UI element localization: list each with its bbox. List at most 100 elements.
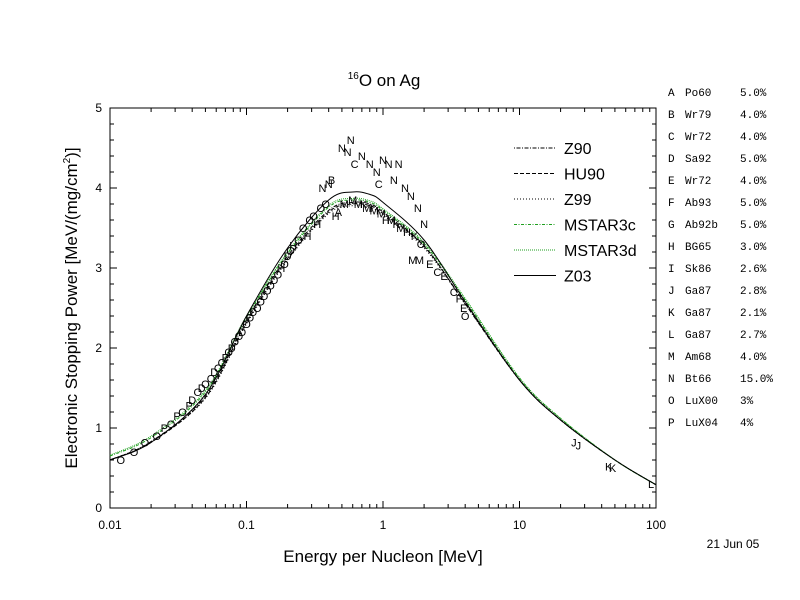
data-point-e: E: [426, 259, 433, 271]
source-letter: M: [668, 352, 675, 364]
source-name: Bt66: [685, 374, 711, 386]
series-curves: [109, 191, 657, 486]
x-tick-label: 10: [513, 518, 527, 532]
y-axis-label-superscript: 2: [62, 157, 73, 163]
data-point-d: D: [198, 383, 206, 395]
chart-title: 16O on Ag: [348, 71, 421, 90]
data-point-o: O: [242, 319, 251, 331]
data-point-n: N: [325, 179, 333, 191]
x-axis-ticks: 0.01 0.1 1 10 100: [98, 108, 666, 532]
legend-label-mstar3d: MSTAR3d: [564, 243, 637, 260]
data-point-o: O: [461, 311, 470, 323]
data-point-o: O: [214, 363, 223, 375]
source-letter: C: [668, 132, 675, 144]
data-point-h: H: [277, 263, 285, 275]
data-point-n: N: [414, 203, 422, 215]
source-letter: P: [668, 418, 675, 430]
source-error: 4.0%: [740, 352, 767, 364]
source-name: Ab93: [685, 198, 711, 210]
data-point-p: P: [185, 401, 192, 413]
source-error: 2.7%: [740, 330, 767, 342]
data-point-d: D: [238, 327, 246, 339]
data-point-o: O: [235, 331, 244, 343]
legend-label-z90: Z90: [564, 141, 592, 158]
data-point-o: O: [152, 431, 161, 443]
source-name: BG65: [685, 242, 711, 254]
data-point-n: N: [395, 159, 403, 171]
y-tick-label: 4: [95, 181, 102, 195]
source-error: 3.0%: [740, 242, 767, 254]
data-point-o: O: [305, 215, 314, 227]
source-letter: N: [668, 374, 675, 386]
y-axis-label-end: )]: [62, 147, 81, 157]
data-point-e: E: [440, 271, 447, 283]
data-point-d: D: [284, 251, 292, 263]
data-point-m: M: [340, 199, 349, 211]
data-point-b: B: [328, 175, 335, 187]
data-point-n: N: [347, 135, 355, 147]
data-point-c: C: [450, 287, 458, 299]
source-name: Sk86: [685, 264, 711, 276]
source-name: Wr79: [685, 110, 711, 122]
chart-title-text: O on Ag: [359, 71, 420, 90]
source-error: 5.0%: [740, 220, 767, 232]
y-tick-label: 0: [95, 501, 102, 515]
data-point-d: D: [188, 395, 196, 407]
legend-label-z99: Z99: [564, 192, 592, 209]
data-point-n: N: [373, 167, 381, 179]
y-axis-ticks: 0 1 2 3 4 5: [95, 101, 656, 515]
source-letter: L: [668, 330, 675, 342]
data-point-o: O: [316, 203, 325, 215]
data-point-o: O: [141, 437, 150, 449]
data-point-j: J: [571, 437, 577, 449]
data-source-table: A Po60 5.0% B Wr79 4.0% C Wr72 4.0% D Sa92 5.0% E Wr7…: [668, 88, 773, 430]
data-point-o: O: [130, 447, 139, 459]
source-name: Wr72: [685, 132, 711, 144]
data-point-h: H: [382, 215, 390, 227]
data-point-o: O: [280, 259, 289, 271]
source-error: 5.0%: [740, 88, 767, 100]
data-point-m: M: [354, 199, 363, 211]
data-point-o: O: [417, 239, 426, 251]
source-letter: K: [668, 308, 675, 320]
data-point-a: A: [335, 207, 343, 219]
y-axis-label-main: Electronic Stopping Power [MeV/(mg/cm: [62, 163, 81, 468]
source-letter: I: [668, 264, 675, 276]
data-point-h: H: [313, 219, 321, 231]
data-point-m: M: [362, 203, 371, 215]
source-letter: J: [668, 286, 675, 298]
source-name: Sa92: [685, 154, 711, 166]
data-point-o: O: [167, 419, 176, 431]
data-point-l: L: [648, 479, 654, 491]
data-point-o: O: [253, 303, 262, 315]
legend-label-mstar3c: MSTAR3c: [564, 218, 636, 235]
y-tick-label: 3: [95, 261, 102, 275]
source-name: LuX04: [685, 418, 718, 430]
data-point-n: N: [358, 151, 366, 163]
data-point-c: C: [375, 179, 383, 191]
source-name: Wr72: [685, 176, 711, 188]
x-tick-label: 0.01: [98, 518, 122, 532]
data-point-m: M: [396, 223, 405, 235]
source-letter: A: [668, 88, 675, 100]
data-point-n: N: [401, 183, 409, 195]
data-point-k: K: [411, 231, 419, 243]
source-name: Ga87: [685, 286, 711, 298]
x-tick-label: 0.1: [238, 518, 255, 532]
y-tick-label: 2: [95, 341, 102, 355]
data-point-o: O: [321, 199, 330, 211]
legend: Z90 HU90 Z99 MSTAR3c MSTAR3d Z03: [514, 141, 637, 286]
data-point-d: D: [228, 343, 236, 355]
source-name: Ga87: [685, 308, 711, 320]
data-point-d: D: [210, 367, 218, 379]
source-letter: G: [668, 220, 675, 232]
data-point-o: O: [207, 373, 216, 385]
data-point-j: J: [576, 441, 582, 453]
curve-mstar3d: [109, 197, 657, 486]
data-point-o: O: [194, 387, 203, 399]
data-point-p: P: [173, 411, 180, 423]
source-error: 5.0%: [740, 154, 767, 166]
data-point-n: N: [366, 159, 374, 171]
data-point-n: N: [338, 143, 346, 155]
